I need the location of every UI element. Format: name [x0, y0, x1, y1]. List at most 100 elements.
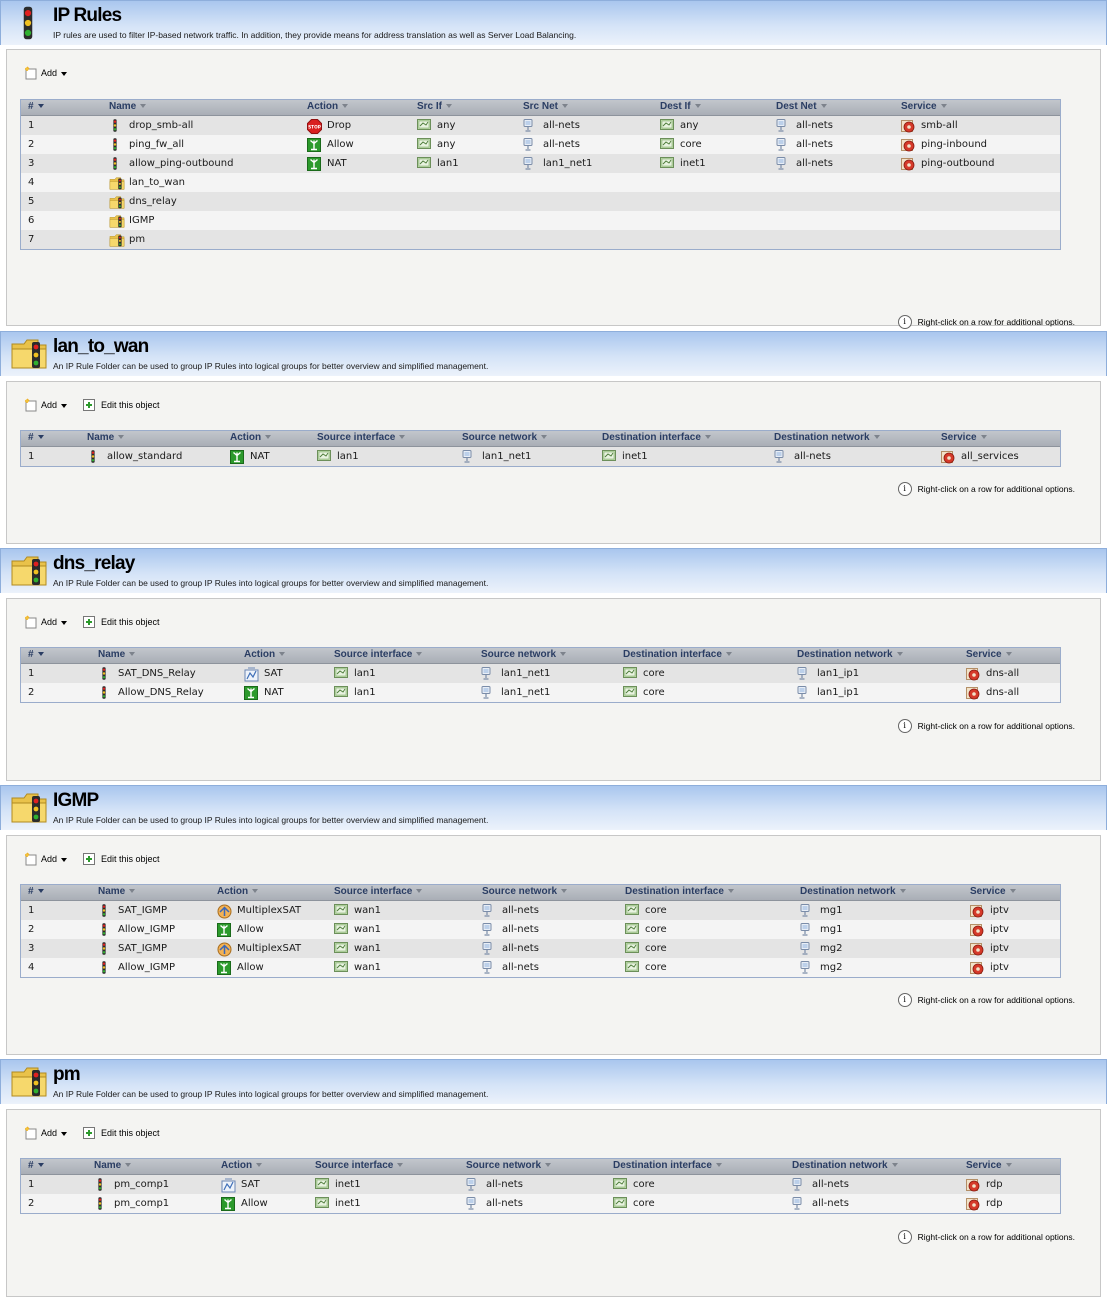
- column-header-destination-network[interactable]: Dest Net: [776, 101, 827, 112]
- edit-object-button[interactable]: Edit this object: [82, 1124, 160, 1142]
- column-header-index[interactable]: #: [28, 886, 44, 897]
- column-header-index[interactable]: #: [28, 1160, 44, 1171]
- table-row[interactable]: 1 SAT_DNS_Relay SAT lan1 lan1_net1 core l…: [21, 664, 1060, 683]
- add-button[interactable]: Add: [24, 613, 68, 631]
- cell-index: 1: [28, 667, 34, 680]
- folder-row[interactable]: 6 IGMP: [21, 211, 1060, 230]
- column-header-source-network[interactable]: Source network: [462, 432, 548, 443]
- column-label: Destination network: [800, 886, 896, 897]
- column-header-source-interface[interactable]: Source interface: [334, 649, 423, 660]
- column-header-source-network[interactable]: Source network: [481, 649, 567, 660]
- table-row[interactable]: 1 SAT_IGMP MultiplexSAT wan1 all-nets cor…: [21, 901, 1060, 920]
- table-row[interactable]: 1 drop_smb-all STOP Drop any all-nets any …: [21, 116, 1060, 135]
- network-icon: [797, 686, 811, 699]
- panel-lan-to-wan: lan_to_wan An IP Rule Folder can be used …: [0, 331, 1107, 544]
- sort-arrow-icon: [715, 1163, 722, 1167]
- column-header-source-network[interactable]: Src Net: [523, 101, 569, 112]
- cell-text: drop_smb-all: [129, 120, 194, 131]
- sort-arrow-icon: [416, 889, 423, 893]
- column-header-destination-interface[interactable]: Destination interface: [602, 432, 711, 443]
- table-row[interactable]: 2 pm_comp1 Allow inet1 all-nets core all-…: [21, 1194, 1060, 1213]
- cell-index: 1: [28, 450, 34, 463]
- table-row[interactable]: 4 Allow_IGMP Allow wan1 all-nets core mg2…: [21, 958, 1060, 977]
- column-header-destination-interface[interactable]: Destination interface: [623, 649, 732, 660]
- column-header-source-network[interactable]: Source network: [466, 1160, 552, 1171]
- column-header-name[interactable]: Name: [98, 886, 136, 897]
- column-label: Src Net: [523, 101, 559, 112]
- column-label: Name: [87, 432, 115, 443]
- add-button[interactable]: Add: [24, 396, 68, 414]
- cell-text: ping_fw_all: [129, 139, 185, 150]
- column-header-service[interactable]: Service: [966, 1160, 1012, 1171]
- column-header-source-network[interactable]: Source network: [482, 886, 568, 897]
- column-header-name[interactable]: Name: [87, 432, 125, 443]
- rules-table: # Name Action Source interface Source networ…: [20, 1158, 1061, 1214]
- column-header-index[interactable]: #: [28, 101, 44, 112]
- column-header-destination-network[interactable]: Destination network: [797, 649, 903, 660]
- traffic-light-icon: [109, 138, 123, 151]
- cell-text: inet1: [622, 451, 648, 462]
- column-header-destination-interface[interactable]: Destination interface: [613, 1160, 722, 1171]
- column-label: #: [28, 1160, 34, 1171]
- column-header-index[interactable]: #: [28, 649, 44, 660]
- cell-text: 4: [28, 177, 35, 188]
- table-row[interactable]: 2 Allow_DNS_Relay NAT lan1 lan1_net1 core…: [21, 683, 1060, 702]
- column-header-destination-network[interactable]: Destination network: [800, 886, 906, 897]
- edit-object-button[interactable]: Edit this object: [82, 850, 160, 868]
- cell-text: all-nets: [502, 943, 539, 954]
- service-icon: [970, 923, 984, 937]
- column-header-source-interface[interactable]: Src If: [417, 101, 453, 112]
- cell-text: mg1: [820, 905, 843, 916]
- traffic-light-icon: [87, 450, 101, 463]
- folder-row[interactable]: 7 pm: [21, 230, 1060, 249]
- column-header-action[interactable]: Action: [244, 649, 286, 660]
- column-header-action[interactable]: Action: [217, 886, 259, 897]
- column-header-service[interactable]: Service: [901, 101, 947, 112]
- column-header-index[interactable]: #: [28, 432, 44, 443]
- folder-row[interactable]: 5 dns_relay: [21, 192, 1060, 211]
- page-description: An IP Rule Folder can be used to group I…: [53, 1089, 489, 1099]
- table-row[interactable]: 3 allow_ping-outbound NAT lan1 lan1_net1 …: [21, 154, 1060, 173]
- column-header-destination-interface[interactable]: Destination interface: [625, 886, 734, 897]
- add-button[interactable]: Add: [24, 850, 68, 868]
- cell-index: 4: [28, 961, 34, 974]
- cell-text: Allow_DNS_Relay: [118, 687, 204, 698]
- table-row[interactable]: 2 Allow_IGMP Allow wan1 all-nets core mg1…: [21, 920, 1060, 939]
- cell-text: Allow: [237, 924, 264, 935]
- table-row[interactable]: 1 allow_standard NAT lan1 lan1_net1 inet1…: [21, 447, 1060, 466]
- nat-arrow-icon: [230, 450, 244, 464]
- edit-object-button[interactable]: Edit this object: [82, 613, 160, 631]
- column-header-source-interface[interactable]: Source interface: [334, 886, 423, 897]
- info-icon: i: [897, 1230, 912, 1244]
- cell-destination-network: all-nets: [792, 1197, 849, 1210]
- column-header-name[interactable]: Name: [98, 649, 136, 660]
- column-header-source-interface[interactable]: Source interface: [315, 1160, 404, 1171]
- folder-row[interactable]: 4 lan_to_wan: [21, 173, 1060, 192]
- network-icon: [482, 923, 496, 936]
- column-header-service[interactable]: Service: [970, 886, 1016, 897]
- column-header-service[interactable]: Service: [966, 649, 1012, 660]
- sort-arrow-icon: [342, 104, 349, 108]
- network-icon: [797, 667, 811, 680]
- column-header-action[interactable]: Action: [230, 432, 272, 443]
- add-button[interactable]: Add: [24, 1124, 68, 1142]
- column-header-destination-network[interactable]: Destination network: [792, 1160, 898, 1171]
- column-header-service[interactable]: Service: [941, 432, 987, 443]
- table-row[interactable]: 2 ping_fw_all Allow any all-nets core all…: [21, 135, 1060, 154]
- cell-service: all_services: [941, 450, 1019, 464]
- edit-object-button[interactable]: Edit this object: [82, 396, 160, 414]
- column-header-source-interface[interactable]: Source interface: [317, 432, 406, 443]
- add-button[interactable]: Add: [24, 64, 68, 82]
- column-header-action[interactable]: Action: [307, 101, 349, 112]
- cell-source-network: all-nets: [523, 119, 580, 132]
- column-header-destination-network[interactable]: Destination network: [774, 432, 880, 443]
- column-header-name[interactable]: Name: [109, 101, 147, 112]
- column-header-name[interactable]: Name: [94, 1160, 132, 1171]
- cell-source-network: all-nets: [482, 961, 539, 974]
- table-row[interactable]: 1 pm_comp1 SAT inet1 all-nets core all-ne…: [21, 1175, 1060, 1194]
- column-header-destination-interface[interactable]: Dest If: [660, 101, 701, 112]
- column-header-action[interactable]: Action: [221, 1160, 263, 1171]
- table-row[interactable]: 3 SAT_IGMP MultiplexSAT wan1 all-nets cor…: [21, 939, 1060, 958]
- cell-index: 2: [28, 138, 34, 151]
- column-label: Destination network: [792, 1160, 888, 1171]
